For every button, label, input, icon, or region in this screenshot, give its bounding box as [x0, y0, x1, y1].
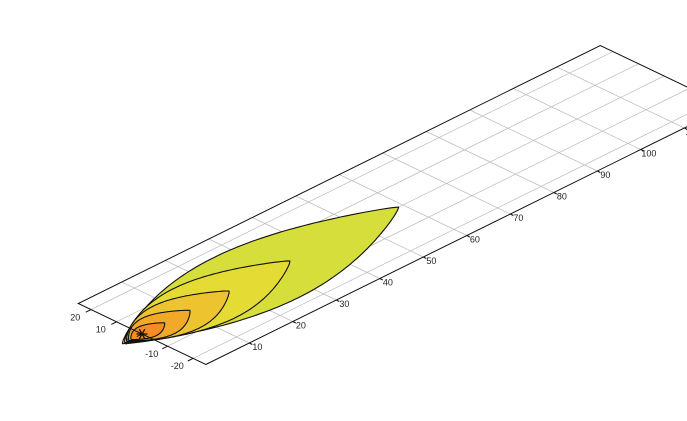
y-tick-label-m20: -20 [171, 361, 184, 371]
x-tick-label-40: 40 [383, 277, 393, 287]
x-tick-label-30: 30 [339, 299, 349, 309]
x-tick-mark-60 [466, 235, 471, 238]
plot-frame [77, 44, 687, 366]
x-tick-label-80: 80 [557, 191, 567, 201]
x-tick-mark-70 [510, 213, 514, 216]
source-asterisk [136, 328, 148, 340]
x-tick-mark-30 [336, 299, 340, 302]
y-tick-labels: -20 -10 0 10 20 [70, 312, 184, 371]
y-tick-mark-10 [111, 321, 117, 325]
grid-line-y-m20 [192, 113, 687, 359]
y-tick-label-0: 0 [124, 337, 129, 347]
contour-regions [121, 206, 400, 345]
x-tick-mark-20 [292, 321, 297, 324]
x-tick-mark-90 [597, 170, 601, 173]
y-tick-label-10: 10 [96, 325, 106, 335]
x-tick-label-110: 110 [685, 127, 687, 137]
x-tick-label-90: 90 [600, 170, 610, 180]
x-tick-mark-40 [379, 278, 384, 281]
source-marker [136, 328, 148, 340]
x-tick-label-50: 50 [426, 256, 436, 266]
x-tick-labels: 10 20 30 40 50 60 70 80 90 100 110 [252, 127, 687, 352]
y-tick-mark-m20 [187, 357, 194, 362]
x-tick-mark-50 [423, 256, 427, 259]
x-tick-mark-80 [553, 192, 558, 195]
x-tick-mark-100 [640, 149, 645, 152]
grid-line-y-20 [90, 51, 614, 310]
y-tick-label-m10: -10 [145, 349, 158, 359]
y-tick-label-20: 20 [70, 312, 80, 322]
x-tick-label-20: 20 [296, 320, 306, 330]
x-tick-mark-10 [249, 342, 253, 345]
y-tick-mark-20 [85, 309, 92, 313]
x-tick-label-100: 100 [641, 148, 656, 158]
x-tick-label-60: 60 [470, 234, 480, 244]
x-tick-label-70: 70 [513, 213, 523, 223]
y-tick-mark-m10 [162, 345, 168, 350]
x-tick-label-10: 10 [252, 342, 262, 352]
